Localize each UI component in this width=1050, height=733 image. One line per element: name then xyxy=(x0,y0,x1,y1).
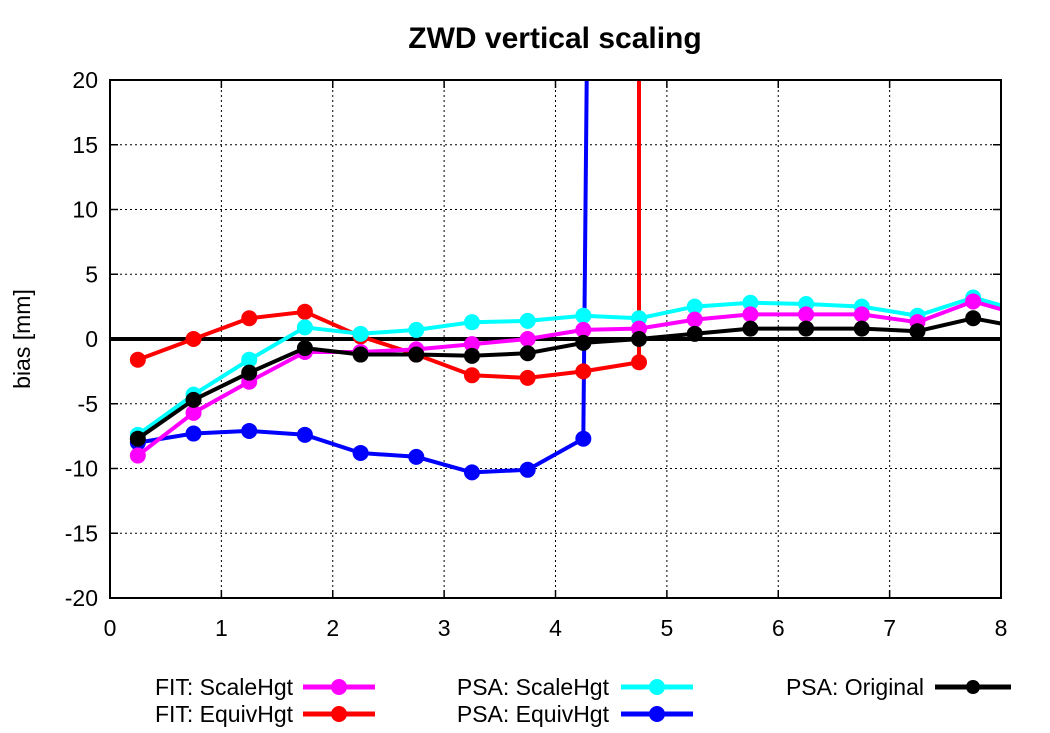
series-fit-scalehgt xyxy=(129,293,1001,464)
data-point xyxy=(352,325,369,342)
data-point xyxy=(463,314,480,331)
x-tick-label: 2 xyxy=(326,615,339,641)
data-point xyxy=(296,340,313,357)
data-point xyxy=(519,312,536,329)
legend-item: FIT: ScaleHgt xyxy=(155,674,375,700)
data-point xyxy=(575,334,592,351)
data-point xyxy=(185,391,202,408)
data-point xyxy=(463,347,480,364)
data-point xyxy=(686,298,703,315)
y-tick-label: 0 xyxy=(85,326,98,352)
legend-item: PSA: EquivHgt xyxy=(457,701,693,727)
legend-label: FIT: ScaleHgt xyxy=(155,674,294,700)
legend-swatch-marker xyxy=(649,706,665,722)
y-tick-label: 15 xyxy=(72,132,98,158)
data-point xyxy=(575,363,592,380)
data-point xyxy=(129,447,146,464)
series-psa-scalehgt xyxy=(129,289,1001,443)
y-tick-label: -10 xyxy=(65,456,98,482)
data-point xyxy=(185,425,202,442)
tick-labels: 0 1 2 3 4 5 6 7 8 -20 -15 -10 -5 0 5 10 15 20 xyxy=(65,67,1008,641)
y-tick-label: 10 xyxy=(72,197,98,223)
data-point xyxy=(352,346,369,363)
data-point xyxy=(798,306,815,323)
x-tick-label: 8 xyxy=(995,615,1008,641)
data-point xyxy=(408,321,425,338)
legend-item: FIT: EquivHgt xyxy=(155,701,375,727)
legend-swatch-marker xyxy=(649,679,665,695)
data-point xyxy=(241,364,258,381)
data-point xyxy=(575,321,592,338)
data-point xyxy=(129,351,146,368)
data-point xyxy=(185,331,202,347)
legend-label: FIT: EquivHgt xyxy=(155,701,294,727)
data-point xyxy=(631,331,648,347)
y-axis-label: bias [mm] xyxy=(9,289,35,389)
data-point xyxy=(686,311,703,328)
data-point xyxy=(185,404,202,421)
data-point xyxy=(296,426,313,443)
y-tick-label: 20 xyxy=(72,67,98,93)
legend-item: PSA: ScaleHgt xyxy=(457,674,693,700)
x-tick-label: 3 xyxy=(438,615,451,641)
data-point xyxy=(408,346,425,363)
data-point xyxy=(352,444,369,461)
series-psa-original xyxy=(129,310,1001,447)
series-layer xyxy=(129,80,1001,481)
data-point xyxy=(296,319,313,336)
data-point xyxy=(853,320,870,337)
x-tick-label: 5 xyxy=(660,615,673,641)
y-tick-label: -15 xyxy=(65,520,98,546)
series-psa-equivhgt xyxy=(129,80,592,481)
x-tick-label: 4 xyxy=(549,615,562,641)
data-point xyxy=(241,422,258,439)
chart-title: ZWD vertical scaling xyxy=(408,22,701,55)
series-line xyxy=(137,80,589,475)
y-tick-label: -5 xyxy=(78,391,98,417)
series-line xyxy=(136,316,1001,441)
data-point xyxy=(241,351,258,368)
x-tick-label: 1 xyxy=(215,615,228,641)
data-point xyxy=(519,461,536,478)
data-point xyxy=(129,430,146,447)
x-tick-label: 6 xyxy=(772,615,785,641)
data-point xyxy=(519,369,536,386)
data-point xyxy=(519,331,536,347)
data-point xyxy=(742,306,759,323)
data-point xyxy=(575,307,592,324)
legend-label: PSA: Original xyxy=(786,674,924,700)
data-point xyxy=(241,310,258,327)
data-point xyxy=(519,345,536,362)
legend-swatch-marker xyxy=(331,706,347,722)
y-tick-label: -20 xyxy=(65,585,98,611)
data-point xyxy=(463,464,480,481)
data-point xyxy=(463,336,480,353)
data-point xyxy=(408,448,425,465)
legend-label: PSA: EquivHgt xyxy=(457,701,610,727)
data-point xyxy=(965,310,982,327)
legend-label: PSA: ScaleHgt xyxy=(457,674,610,700)
legend-swatch-marker xyxy=(331,679,347,695)
grid-lines xyxy=(110,80,1001,598)
data-point xyxy=(853,306,870,323)
legend-swatch-marker xyxy=(966,680,980,694)
data-point xyxy=(909,323,926,340)
y-tick-label: 5 xyxy=(85,261,98,287)
x-tick-label: 0 xyxy=(104,615,117,641)
data-point xyxy=(296,303,313,320)
legend-item: PSA: Original xyxy=(786,674,1011,700)
data-point xyxy=(742,320,759,337)
data-point xyxy=(463,367,480,384)
data-point xyxy=(798,320,815,337)
data-point xyxy=(965,293,982,310)
data-point xyxy=(686,325,703,342)
x-tick-label: 7 xyxy=(883,615,896,641)
data-point xyxy=(631,354,648,371)
data-point xyxy=(575,430,592,447)
data-point xyxy=(742,294,759,311)
